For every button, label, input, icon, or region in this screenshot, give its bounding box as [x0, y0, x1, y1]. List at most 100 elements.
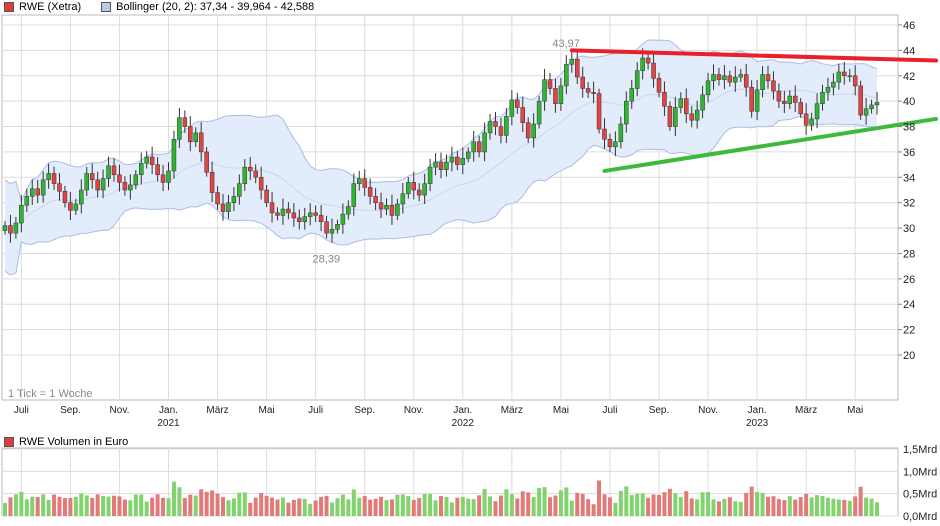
candle-body: [711, 74, 716, 82]
volume-bar: [831, 498, 836, 516]
volume-bar: [755, 491, 760, 516]
month-label: Jan.: [453, 405, 472, 416]
volume-bar: [526, 492, 531, 516]
candle-body: [684, 98, 689, 115]
candle-body: [242, 166, 248, 184]
candle-body: [640, 57, 645, 71]
price-legend: RWE (Xetra) Bollinger (20, 2): 37,34 - 3…: [4, 0, 334, 14]
candle-body: [504, 116, 509, 136]
volume-bar: [79, 493, 84, 516]
volume-bar: [106, 496, 111, 516]
legend-item-bollinger: Bollinger (20, 2): 37,34 - 39,964 - 42,5…: [101, 1, 314, 13]
candle-body: [264, 189, 269, 203]
volume-bar: [793, 499, 798, 516]
candle-body: [716, 74, 722, 80]
volume-bar: [161, 497, 166, 516]
candle-body: [776, 90, 782, 102]
volume-bar: [411, 499, 416, 516]
price-tick-label: 44: [903, 45, 915, 57]
candle-body: [852, 75, 858, 87]
candle-body: [694, 109, 700, 121]
volume-bar: [629, 495, 634, 516]
volume-bar: [193, 495, 198, 516]
candle-body: [117, 174, 122, 183]
candle-body: [307, 212, 313, 217]
candle-body: [46, 173, 51, 181]
volume-bar: [379, 496, 384, 516]
candle-body: [286, 208, 291, 214]
volume-bar: [35, 497, 40, 516]
candle-body: [842, 71, 847, 77]
volume-bar: [673, 493, 678, 516]
volume-bar: [330, 502, 334, 516]
candle-body: [869, 104, 874, 110]
volume-bar: [444, 497, 449, 516]
volume-bar: [509, 494, 514, 516]
candle-body: [624, 100, 629, 125]
volume-bar: [428, 493, 433, 516]
candle-body: [79, 189, 84, 205]
candle-body: [198, 132, 204, 153]
volume-bar: [259, 492, 264, 516]
volume-bar: [41, 494, 46, 516]
volume-bar: [749, 486, 754, 516]
volume-bar: [253, 497, 258, 516]
candle-body: [542, 79, 547, 102]
candle-body: [466, 151, 471, 159]
year-label: 2021: [157, 418, 180, 429]
volume-bar: [73, 496, 78, 516]
month-label: Jan.: [748, 405, 767, 416]
candle-body: [629, 88, 634, 102]
volume-bar: [597, 480, 602, 516]
volume-bar: [482, 488, 487, 516]
candle-body: [651, 62, 656, 79]
candle-body: [825, 86, 831, 93]
volume-bar: [548, 497, 552, 516]
candle-body: [40, 179, 46, 196]
candle-body: [166, 170, 171, 183]
candle-body: [656, 78, 662, 93]
candle-body: [324, 221, 329, 234]
candle-body: [536, 100, 542, 125]
volume-bar: [782, 500, 787, 516]
candle-body: [575, 59, 580, 78]
volume-bar: [815, 495, 820, 516]
volume-bar: [542, 487, 547, 516]
volume-bar: [439, 496, 443, 516]
candle-body: [749, 86, 754, 112]
candle-body: [237, 183, 242, 197]
candle-body: [607, 138, 613, 148]
legend-item-price: RWE (Xetra): [4, 1, 81, 13]
candle-body: [722, 75, 727, 80]
candle-body: [188, 126, 193, 143]
candle-body: [215, 192, 220, 205]
candle-body: [743, 74, 749, 88]
volume-bar: [869, 498, 874, 516]
candle-body: [62, 191, 68, 203]
month-label: Nov.: [404, 405, 424, 416]
volume-bar: [112, 495, 116, 516]
volume-bar: [68, 498, 73, 516]
candle-body: [13, 222, 19, 234]
volume-bar: [171, 481, 176, 516]
candle-body: [258, 177, 264, 191]
candle-body: [471, 141, 476, 153]
candle-body: [416, 189, 422, 196]
candle-body: [754, 89, 760, 112]
trendlines: [569, 48, 938, 173]
month-label: Nov.: [110, 405, 130, 416]
volume-bar: [798, 497, 803, 516]
legend-bollinger-label: Bollinger (20, 2): 37,34 - 39,964 - 42,5…: [116, 1, 315, 13]
candle-body: [814, 103, 820, 120]
candle-body: [847, 75, 852, 78]
volume-bar: [52, 494, 57, 516]
volume-bar: [667, 488, 672, 516]
month-label: Nov.: [698, 405, 718, 416]
candle-body: [438, 161, 444, 170]
price-tick-label: 46: [903, 20, 915, 32]
candle-body: [171, 138, 177, 172]
volume-bar: [727, 497, 732, 516]
volume-panel: 0,0Mrd 0,5Mrd 1,0Mrd 1,5Mrd: [1, 444, 937, 523]
volume-bar: [804, 493, 809, 516]
candle-body: [662, 92, 667, 107]
